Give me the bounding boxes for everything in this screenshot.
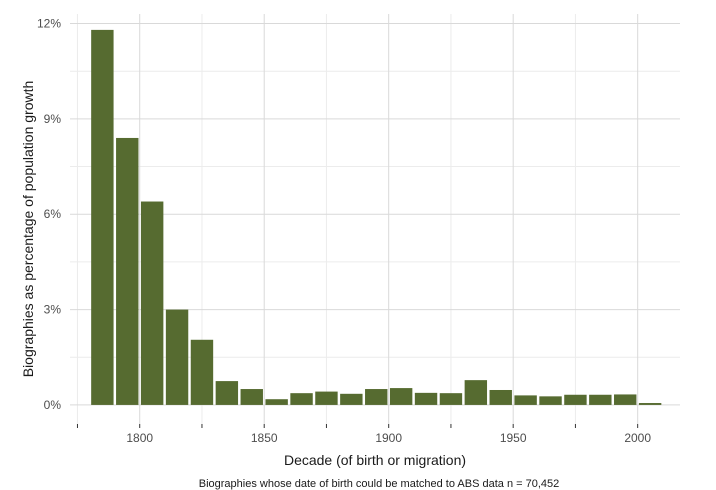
y-tick-label: 6%	[44, 207, 62, 221]
bar	[165, 309, 189, 405]
y-tick-label: 12%	[37, 17, 61, 31]
bar	[340, 393, 363, 405]
y-tick-label: 9%	[44, 112, 62, 126]
x-tick-label: 2000	[624, 431, 651, 445]
bar	[315, 391, 338, 405]
y-tick-label: 3%	[44, 303, 62, 317]
bar	[589, 394, 612, 405]
bar	[489, 389, 512, 405]
bar	[414, 392, 438, 405]
bar	[116, 137, 139, 405]
bar	[140, 201, 164, 405]
bar	[240, 389, 263, 405]
x-axis-title: Decade (of birth or migration)	[284, 452, 466, 468]
bar	[638, 403, 662, 405]
x-tick-label: 1800	[126, 431, 153, 445]
bar	[91, 29, 114, 405]
y-tick-label: 0%	[44, 398, 62, 412]
bar	[290, 393, 313, 405]
bar	[389, 388, 413, 405]
bar	[539, 396, 562, 405]
tick-labels: 1800 1850 1900 1950 2000 0% 3% 6% 9% 12%	[37, 17, 651, 445]
chart-caption: Biographies whose date of birth could be…	[199, 478, 560, 490]
x-tick-label: 1950	[500, 431, 527, 445]
x-tick-label: 1850	[251, 431, 278, 445]
bar	[215, 381, 239, 405]
bar	[514, 395, 537, 405]
bar	[365, 389, 388, 405]
bar	[464, 380, 488, 405]
bar	[265, 399, 288, 405]
bars	[91, 29, 662, 405]
bar	[614, 394, 637, 405]
bar	[439, 393, 463, 405]
bar	[564, 394, 587, 405]
y-axis-title: Biographies as percentage of population …	[20, 81, 36, 378]
bar	[190, 339, 214, 405]
x-tick-label: 1900	[375, 431, 402, 445]
